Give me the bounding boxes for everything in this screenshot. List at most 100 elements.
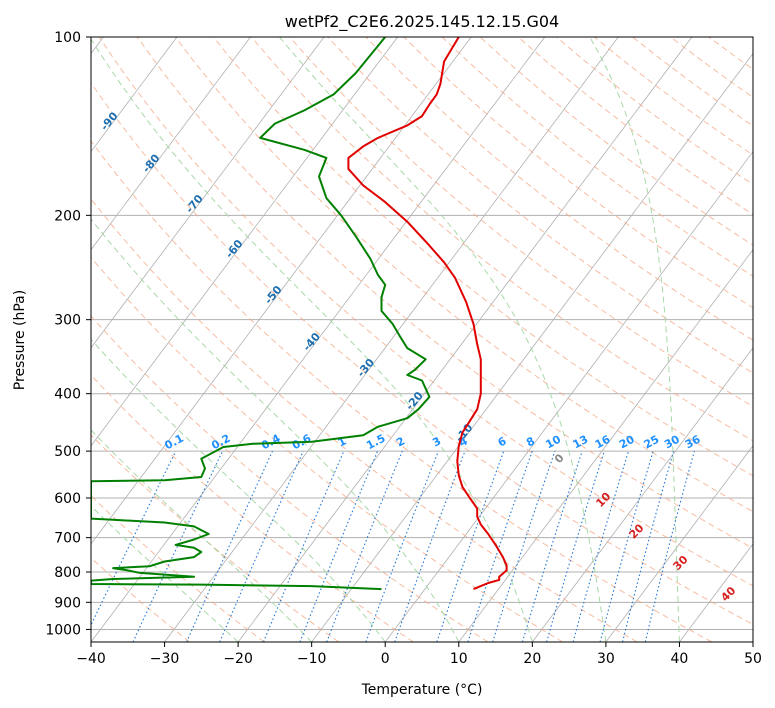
dry-adiabat-line <box>441 37 753 277</box>
dry-adiabat-line <box>213 37 753 477</box>
dry-adiabat-label: -60 <box>223 237 246 261</box>
y-tick-label: 100 <box>54 30 81 46</box>
mixing-ratio-label: 2 <box>394 434 407 449</box>
mixing-ratio-label: 6 <box>496 434 509 449</box>
mixing-ratio-label: 3 <box>430 434 443 449</box>
moist-adiabat-line <box>91 429 313 642</box>
mixing-ratio-label: 16 <box>593 433 613 452</box>
isotherm-line <box>532 347 753 642</box>
y-tick-label: 300 <box>54 313 81 329</box>
y-tick-label: 400 <box>54 387 81 403</box>
x-tick-label: 50 <box>744 651 762 667</box>
mixing-ratio-label: 10 <box>543 433 563 452</box>
dry-adiabat-line <box>403 37 753 309</box>
mixing-ratio-line <box>492 450 556 642</box>
isotherm-line <box>384 150 753 642</box>
y-tick-label: 800 <box>54 565 81 581</box>
isotherm-line <box>164 37 619 642</box>
moist-adiabat-label: 0 <box>552 451 567 466</box>
moist-adiabat-line <box>91 218 460 642</box>
x-tick-label: 40 <box>671 651 689 667</box>
mixing-ratio-label: 1.5 <box>364 432 387 453</box>
line-labels: 0.1 0.2 0.4 0.6 1 1.5 2 3 4 6 8 10 13 16 20 25 30 36-100-… <box>52 67 739 604</box>
dry-adiabat-line <box>289 37 753 408</box>
moist-adiabat-line <box>91 38 533 642</box>
mixing-ratio-line <box>436 450 505 642</box>
dry-adiabat-line <box>91 434 340 642</box>
x-tick-label: 0 <box>381 651 390 667</box>
dry-adiabat-label: -40 <box>300 330 323 354</box>
dry-adiabat-label: -20 <box>403 389 426 413</box>
isotherm-line <box>91 37 472 545</box>
moist-adiabat-line <box>279 37 607 642</box>
isotherm-line <box>91 37 178 153</box>
background-lines <box>91 37 753 642</box>
mixing-ratio-line <box>599 450 654 642</box>
dry-adiabat-line <box>136 37 753 549</box>
y-tick-label: 500 <box>54 444 81 460</box>
dry-adiabat-label: -10 <box>453 421 476 445</box>
isotherm-line <box>458 249 753 642</box>
dry-adiabat-label: -100 <box>52 67 80 97</box>
dry-adiabat-label: -80 <box>140 151 163 175</box>
x-tick-label: 10 <box>450 651 468 667</box>
temperature-line <box>347 37 508 591</box>
mixing-ratio-line <box>467 450 533 642</box>
mixing-ratio-label: 13 <box>571 433 591 452</box>
mixing-ratio-line <box>186 450 273 642</box>
mixing-ratio-line <box>622 450 675 642</box>
dry-adiabat-line <box>174 37 753 513</box>
dry-adiabat-label: -90 <box>98 109 121 133</box>
y-tick-label: 200 <box>54 208 81 224</box>
mixing-ratio-label: 0.1 <box>162 432 185 453</box>
series-layer <box>91 37 508 591</box>
dry-adiabat-line <box>251 37 753 442</box>
moist-adiabat-line <box>91 505 239 642</box>
moist-adiabat-label: 20 <box>627 521 647 541</box>
x-axis: −40 −30 −20 −10 0 10 20 30 40 50 <box>76 642 762 667</box>
dry-adiabat-label: -70 <box>183 192 206 216</box>
mixing-ratio-line <box>262 450 345 642</box>
mixing-ratio-line <box>394 450 466 642</box>
mixing-ratio-line <box>219 450 304 642</box>
moist-adiabat-line <box>589 37 680 642</box>
x-tick-label: −20 <box>223 651 253 667</box>
isotherm-line <box>679 543 753 642</box>
x-axis-label: Temperature (°C) <box>361 682 483 698</box>
mixing-ratio-line <box>521 450 583 642</box>
y-tick-label: 600 <box>54 491 81 507</box>
x-tick-label: −10 <box>297 651 327 667</box>
isotherm-line <box>91 37 398 447</box>
moist-adiabat-label: 10 <box>593 490 613 510</box>
dry-adiabat-line <box>327 37 753 374</box>
dry-adiabat-line <box>91 557 191 642</box>
mixing-ratio-line <box>91 450 177 627</box>
chart-title: wetPf2_C2E6.2025.145.12.15.G04 <box>285 12 559 32</box>
y-axis-label: Pressure (hPa) <box>12 290 28 390</box>
y-tick-label: 700 <box>54 531 81 547</box>
x-tick-label: −40 <box>76 651 106 667</box>
dry-adiabat-line <box>632 37 753 127</box>
moist-adiabat-label: 40 <box>718 584 738 604</box>
mixing-ratio-line <box>326 450 403 642</box>
mixing-ratio-line <box>572 450 630 642</box>
isotherm-line <box>605 445 753 642</box>
mixing-ratio-line <box>365 450 439 642</box>
x-tick-label: −30 <box>150 651 180 667</box>
isotherm-line <box>91 37 546 642</box>
isotherm-line <box>91 37 325 349</box>
isotherm-line <box>237 37 693 642</box>
dry-adiabat-line <box>91 374 414 642</box>
dry-adiabat-line <box>479 37 753 246</box>
mixing-ratio-label: 30 <box>662 433 682 452</box>
mixing-ratio-label: 25 <box>642 433 662 452</box>
x-tick-label: 30 <box>597 651 615 667</box>
dry-adiabat-line <box>91 495 265 642</box>
y-tick-label: 1000 <box>45 622 81 638</box>
dewpoint-line <box>91 37 431 591</box>
moist-adiabat-line <box>91 338 386 642</box>
mixing-ratio-line <box>644 450 695 642</box>
plot-frame <box>90 36 754 643</box>
dry-adiabat-label: -30 <box>354 356 377 380</box>
